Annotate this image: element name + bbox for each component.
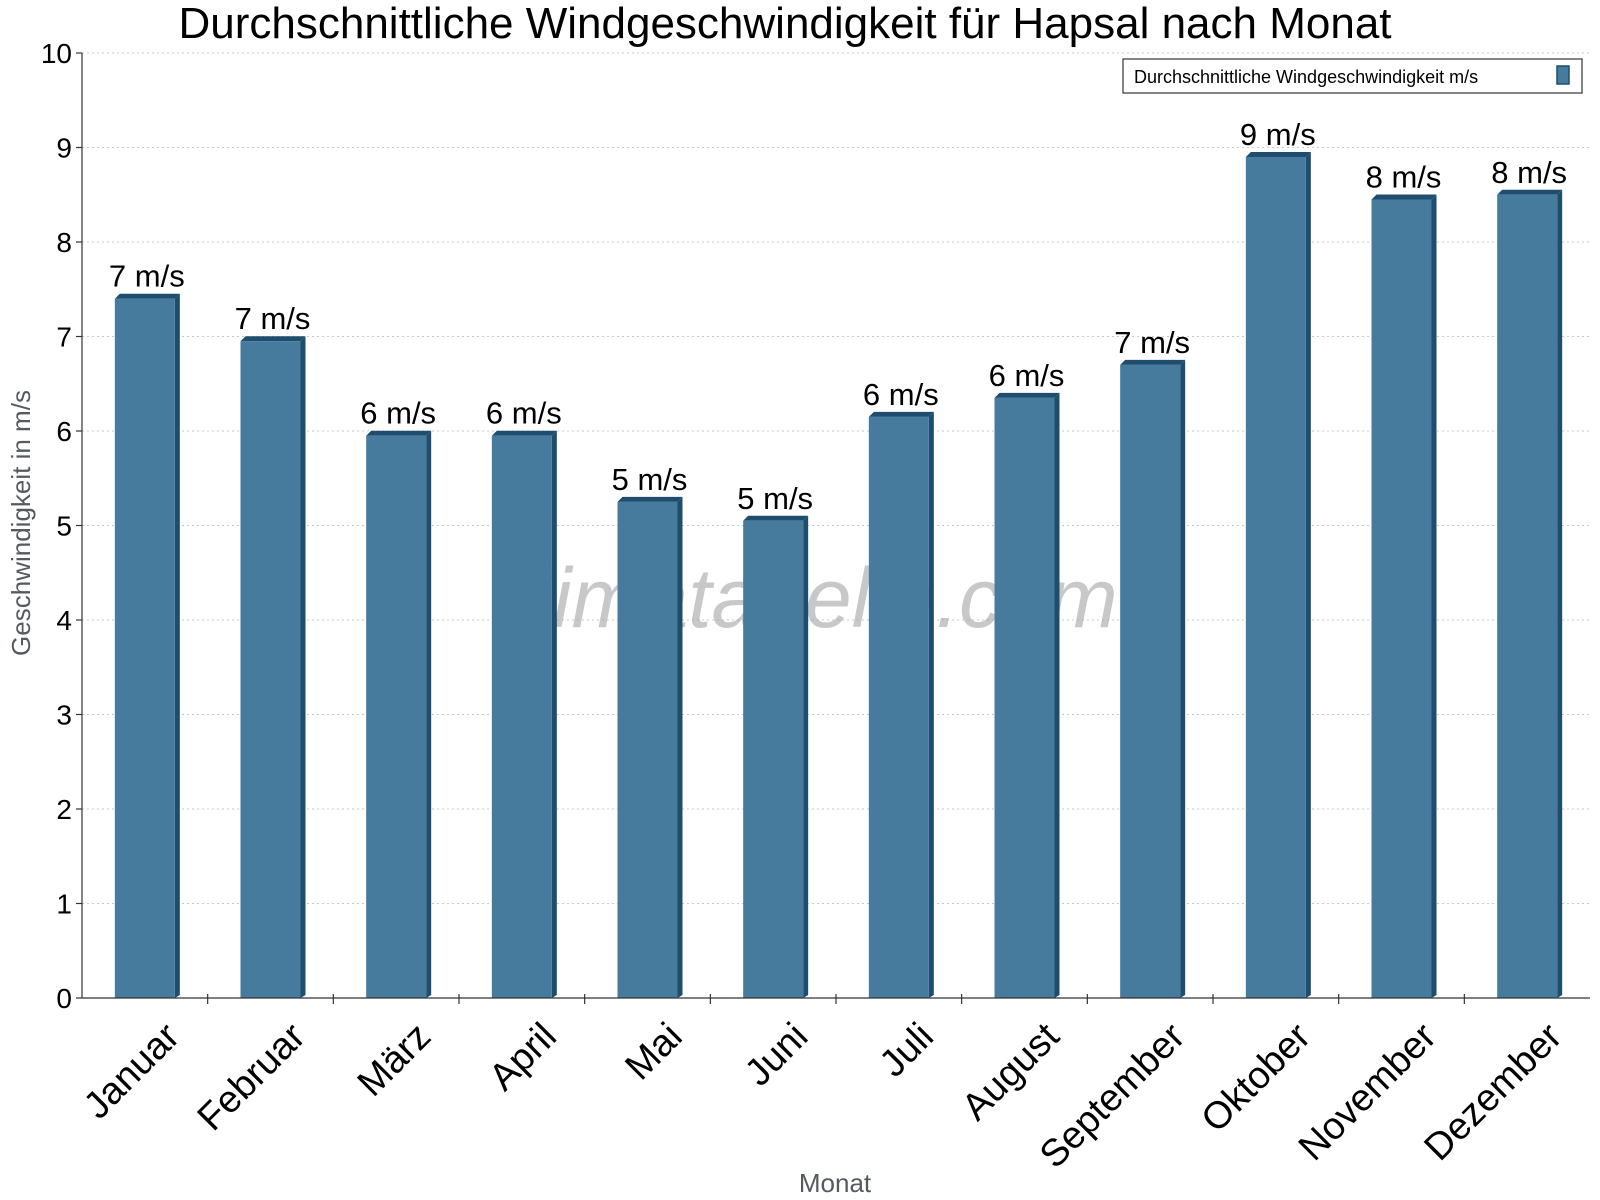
bar-side: [426, 430, 432, 999]
bar: [491, 430, 557, 999]
x-tick-label: November: [1291, 1015, 1445, 1169]
x-tick-label: Januar: [76, 1015, 188, 1127]
bar-side: [174, 293, 180, 998]
x-tick-label: Februar: [190, 1015, 314, 1139]
x-tick-label: April: [481, 1015, 564, 1098]
bar-front: [1371, 199, 1432, 999]
bar-side: [928, 411, 934, 998]
data-label: 5 m/s: [737, 481, 813, 516]
bar: [1497, 189, 1563, 998]
y-tick-label: 4: [56, 605, 72, 636]
bar-top: [994, 392, 1060, 398]
bar-front: [366, 435, 427, 999]
y-tick-label: 2: [56, 794, 72, 825]
x-ticks: Januar Februar März April Mai Juni Juli AugustS…: [76, 994, 1570, 1176]
bar: [240, 336, 306, 999]
x-tick-label: August: [954, 1015, 1068, 1129]
x-tick-label: Juli: [872, 1015, 942, 1085]
bar-top: [1120, 359, 1186, 365]
bar: [868, 411, 934, 998]
data-label: 8 m/s: [1491, 155, 1567, 190]
bar-front: [868, 416, 929, 998]
bar-side: [300, 336, 306, 999]
bar-side: [551, 430, 557, 999]
x-axis-label: Monat: [799, 1168, 872, 1198]
x-tick-label: Juni: [737, 1015, 816, 1094]
bar-top: [1497, 189, 1563, 195]
data-label: 6 m/s: [863, 377, 939, 412]
chart-title: Durchschnittliche Windgeschwindigkeit fü…: [178, 0, 1391, 48]
bar: [1120, 359, 1186, 999]
x-tick-label: März: [350, 1015, 439, 1104]
bar-top: [1371, 194, 1437, 200]
y-ticks: 0 1 2 3 4 5 6 7 8 9 10: [41, 38, 82, 1014]
legend-swatch: [1556, 65, 1570, 85]
legend-box: [1122, 58, 1583, 94]
bar-side: [1054, 392, 1060, 998]
legend-label: Durchschnittliche Windgeschwindigkeit m/…: [1134, 67, 1478, 87]
y-tick-label: 7: [56, 322, 72, 353]
bar-top: [366, 430, 432, 436]
y-tick-label: 9: [56, 133, 72, 164]
y-axis-label: Geschwindigkeit in m/s: [6, 390, 36, 656]
bar-top: [1245, 151, 1311, 157]
bar: [366, 430, 432, 999]
grid-lines: [82, 52, 1590, 904]
bar-side: [803, 515, 809, 998]
bar-top: [868, 411, 934, 417]
bar-front: [114, 298, 175, 998]
x-tick-label: Dezember: [1417, 1015, 1571, 1169]
bar: [994, 392, 1060, 998]
bar-front: [617, 501, 678, 998]
bar-top: [114, 293, 180, 299]
data-label: 6 m/s: [360, 396, 436, 431]
bar-side: [677, 496, 683, 998]
x-tick-label: Mai: [618, 1015, 691, 1088]
bar-side: [1431, 194, 1437, 999]
bar: [114, 293, 180, 998]
bars: [114, 151, 1563, 999]
bar-front: [743, 520, 804, 998]
bar-top: [617, 496, 683, 502]
data-label: 7 m/s: [109, 259, 185, 294]
data-label: 6 m/s: [989, 358, 1065, 393]
bar-top: [240, 336, 306, 342]
y-tick-label: 10: [41, 38, 72, 69]
y-tick-label: 5: [56, 511, 72, 542]
bar-side: [1557, 189, 1563, 998]
y-tick-label: 6: [56, 416, 72, 447]
y-tick-label: 1: [56, 889, 72, 920]
data-label: 9 m/s: [1240, 117, 1316, 152]
data-label: 8 m/s: [1366, 159, 1442, 194]
legend: Durchschnittliche Windgeschwindigkeit m/…: [1122, 58, 1583, 94]
bar: [1245, 151, 1311, 998]
y-tick-label: 0: [56, 983, 72, 1014]
data-labels: 7 m/s 7 m/s 6 m/s 6 m/s 5 m/s 5 m/s 6 m/s 6 m/s…: [109, 117, 1567, 516]
bar-side: [1180, 359, 1186, 999]
bar-side: [1305, 151, 1311, 998]
bar-front: [994, 397, 1055, 998]
y-tick-label: 8: [56, 227, 72, 258]
bar: [1371, 194, 1437, 999]
bar-top: [491, 430, 557, 436]
data-label: 5 m/s: [612, 462, 688, 497]
bar-front: [240, 341, 301, 999]
bar: [743, 515, 809, 998]
data-label: 7 m/s: [235, 301, 311, 336]
data-label: 6 m/s: [486, 396, 562, 431]
bar-top: [743, 515, 809, 521]
y-tick-label: 3: [56, 700, 72, 731]
bar-front: [1120, 364, 1181, 999]
bar-front: [1245, 156, 1306, 998]
x-tick-label: Oktober: [1194, 1015, 1320, 1141]
bar-front: [491, 435, 552, 999]
bar: [617, 496, 683, 998]
bar-front: [1497, 194, 1558, 998]
data-label: 7 m/s: [1114, 325, 1190, 360]
